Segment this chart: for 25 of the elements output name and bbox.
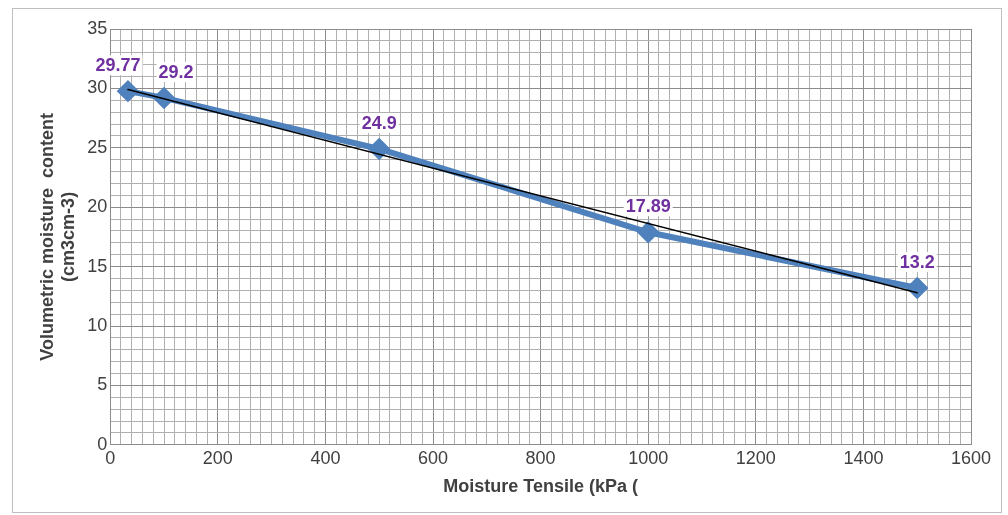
y-tick-label: 20: [87, 196, 108, 217]
data-label: 13.2: [899, 251, 935, 272]
data-label: 29.77: [95, 55, 141, 76]
y-axis-title: Volumetric moisture content (cm3cm-3): [36, 113, 79, 361]
point: [369, 138, 390, 159]
x-tick-label: 1600: [950, 447, 992, 468]
y-tick-label: 5: [97, 374, 108, 395]
y-tick-label: 15: [87, 255, 108, 276]
x-tick-label: 1400: [843, 447, 884, 468]
x-tick-label: 1000: [628, 447, 669, 468]
x-tick-label: 400: [310, 447, 341, 468]
data-label: 24.9: [361, 112, 397, 133]
x-tick-label: 1200: [735, 447, 776, 468]
x-tick-label: 800: [525, 447, 556, 468]
point: [907, 277, 928, 298]
x-tick-label: 600: [417, 447, 449, 468]
point: [638, 222, 659, 243]
data-label: 29.2: [158, 61, 194, 82]
data-label: 17.89: [625, 196, 671, 217]
x-axis-title: Moisture Tensile (kPa (: [443, 476, 638, 497]
y-tick-label: 25: [87, 136, 108, 157]
y-tick-label: 30: [87, 77, 108, 98]
x-tick-label: 200: [202, 447, 233, 468]
y-tick-label: 35: [87, 17, 108, 38]
y-tick-label: 10: [87, 314, 108, 335]
